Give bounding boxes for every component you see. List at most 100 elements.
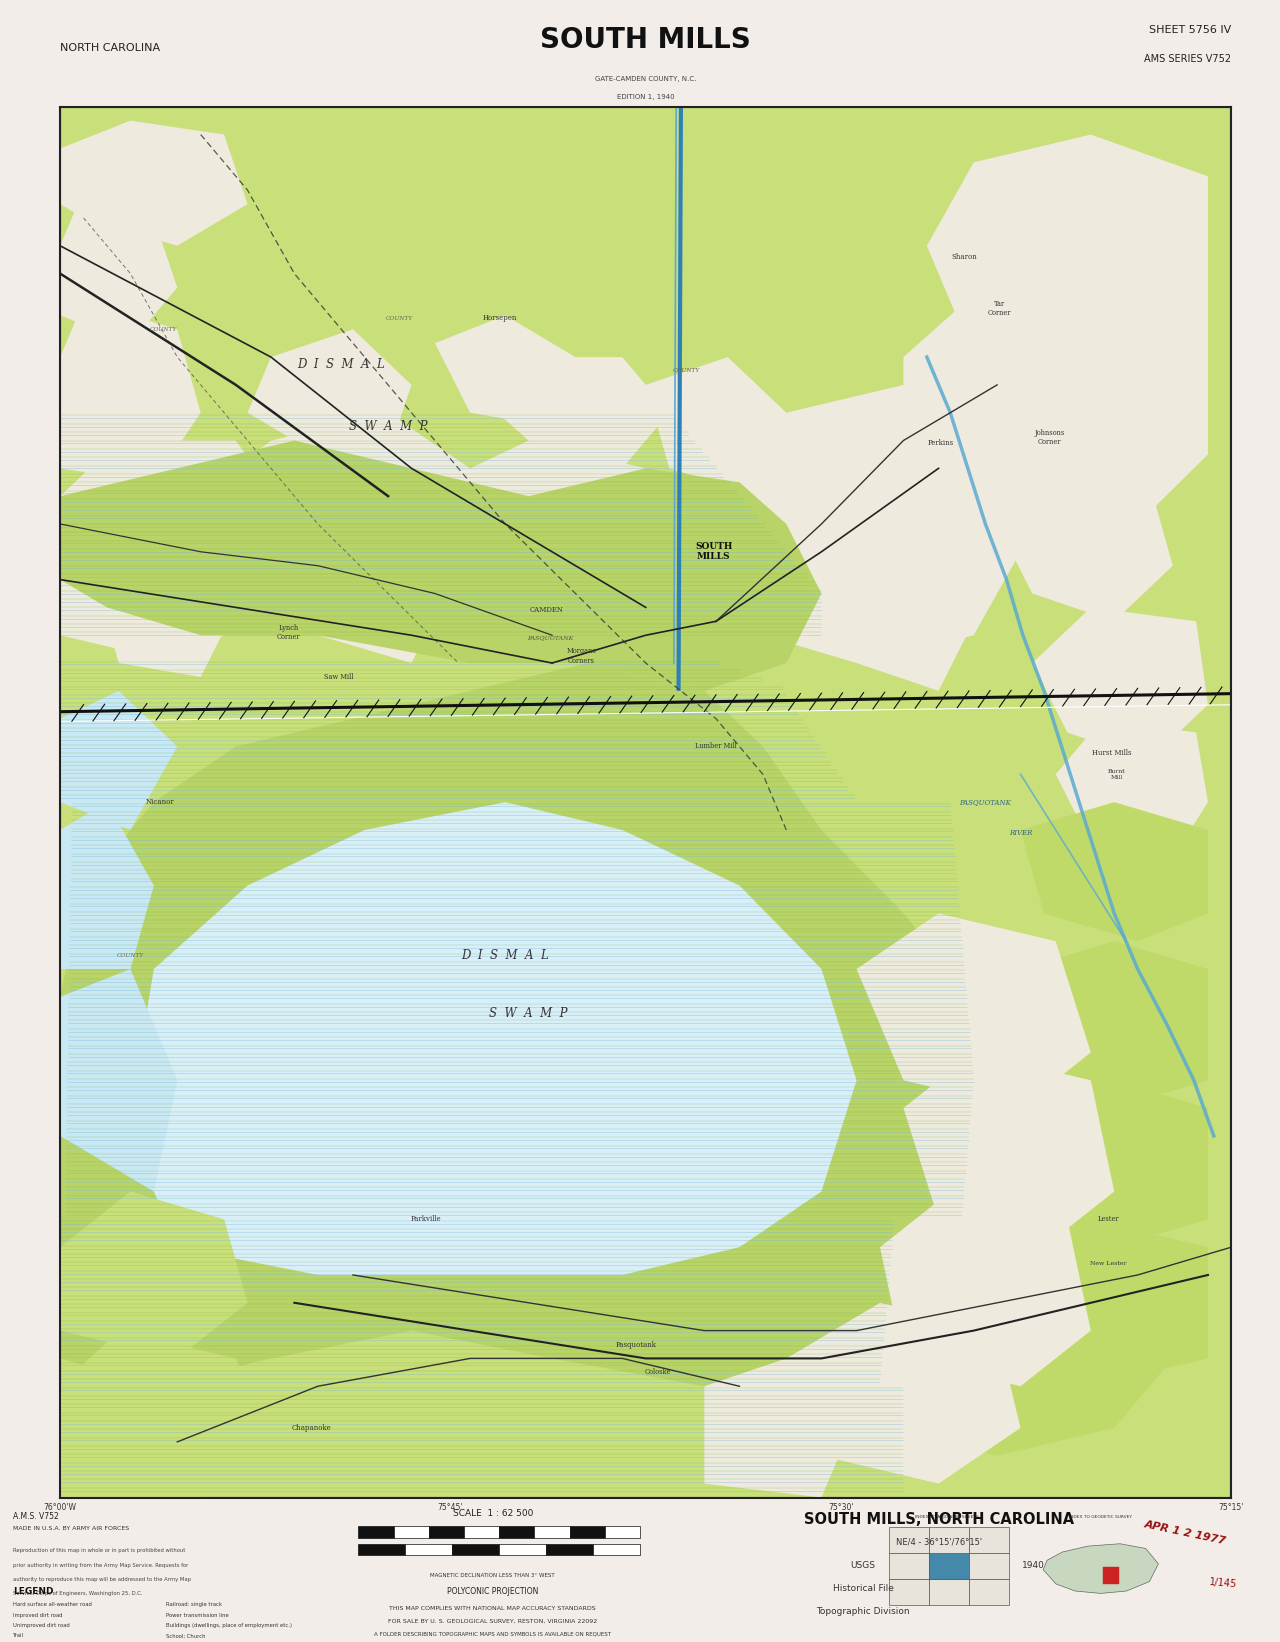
Bar [1103, 1568, 1119, 1585]
Bar [358, 1543, 406, 1555]
Text: NE/4 - 36°15'/76°15': NE/4 - 36°15'/76°15' [896, 1539, 982, 1547]
Polygon shape [740, 384, 1020, 663]
Polygon shape [879, 1192, 1091, 1386]
Text: SOUTH MILLS: SOUTH MILLS [540, 26, 751, 54]
Bar [547, 1543, 593, 1555]
Polygon shape [60, 440, 294, 663]
Text: authority to reproduce this map will be addressed to the Army Map: authority to reproduce this map will be … [13, 1576, 191, 1581]
Polygon shape [645, 356, 786, 496]
Polygon shape [904, 246, 1208, 552]
Polygon shape [60, 663, 997, 1386]
Bar [888, 1553, 929, 1580]
Text: Buildings (dwellings, place of employment etc.): Buildings (dwellings, place of employmen… [166, 1624, 292, 1629]
Bar [429, 1527, 465, 1539]
Bar [929, 1580, 969, 1606]
Text: prior authority in writing from the Army Map Service. Requests for: prior authority in writing from the Army… [13, 1563, 188, 1568]
Text: Sharon: Sharon [951, 253, 977, 261]
Polygon shape [60, 969, 177, 1192]
Text: SOUTH
MILLS: SOUTH MILLS [695, 542, 732, 562]
Text: GATE-CAMDEN COUNTY, N.C.: GATE-CAMDEN COUNTY, N.C. [595, 76, 696, 82]
Text: Service, Corps of Engineers, Washington 25, D.C.: Service, Corps of Engineers, Washington … [13, 1591, 142, 1596]
Polygon shape [60, 302, 201, 483]
Text: INDEX TO GEODETIC SURVEY: INDEX TO GEODETIC SURVEY [1069, 1516, 1133, 1519]
Text: COUNTY: COUNTY [116, 952, 145, 957]
Text: Horsepen: Horsepen [483, 314, 517, 322]
Text: INDEX TO ADJOINING SHEETS: INDEX TO ADJOINING SHEETS [915, 1516, 979, 1519]
Polygon shape [974, 1220, 1208, 1386]
Text: A FOLDER DESCRIBING TOPOGRAPHIC MAPS AND SYMBOLS IS AVAILABLE ON REQUEST: A FOLDER DESCRIBING TOPOGRAPHIC MAPS AND… [374, 1632, 612, 1637]
Text: Burnt
Mill: Burnt Mill [1107, 768, 1125, 780]
Polygon shape [435, 315, 576, 427]
Bar [593, 1543, 640, 1555]
Bar [929, 1553, 969, 1580]
Polygon shape [247, 330, 412, 455]
Text: Power transmission line: Power transmission line [166, 1612, 229, 1617]
Polygon shape [201, 412, 470, 593]
Bar [570, 1527, 605, 1539]
Bar [969, 1553, 1009, 1580]
Polygon shape [1032, 608, 1208, 760]
Bar [499, 1527, 535, 1539]
Text: SHEET 5756 IV: SHEET 5756 IV [1149, 25, 1231, 34]
Polygon shape [856, 913, 1091, 1108]
Polygon shape [822, 566, 974, 691]
Text: Tar
Corner: Tar Corner [988, 300, 1011, 317]
Polygon shape [904, 1053, 1114, 1248]
Bar [888, 1580, 929, 1606]
Text: Historical File: Historical File [833, 1585, 893, 1593]
Text: Topographic Division: Topographic Division [817, 1608, 910, 1616]
Text: MADE IN U.S.A. BY ARMY AIR FORCES: MADE IN U.S.A. BY ARMY AIR FORCES [13, 1527, 129, 1532]
Bar [888, 1527, 929, 1553]
Polygon shape [879, 1330, 1172, 1456]
Text: Trail: Trail [13, 1634, 24, 1639]
Text: RIVER: RIVER [1009, 829, 1032, 837]
Text: Morgans
Corners: Morgans Corners [567, 647, 596, 665]
Text: SOUTH MILLS, NORTH CAROLINA: SOUTH MILLS, NORTH CAROLINA [804, 1512, 1074, 1527]
Text: Pasquotank: Pasquotank [616, 1340, 657, 1348]
Text: Lumber Mill: Lumber Mill [695, 742, 737, 750]
Polygon shape [95, 552, 236, 677]
Polygon shape [1056, 719, 1208, 857]
Text: 75°15': 75°15' [1219, 1504, 1244, 1512]
Bar [406, 1543, 452, 1555]
Text: Hard surface all-weather road: Hard surface all-weather road [13, 1601, 92, 1606]
Text: Improved dirt road: Improved dirt road [13, 1612, 63, 1617]
Polygon shape [927, 135, 1208, 384]
Text: S  W  A  M  P: S W A M P [349, 420, 428, 433]
Polygon shape [60, 691, 177, 829]
Text: COUNTY: COUNTY [673, 368, 700, 373]
Polygon shape [997, 468, 1172, 621]
Text: New Lester: New Lester [1091, 1261, 1126, 1266]
Text: Lynch
Corner: Lynch Corner [276, 624, 301, 640]
Text: APR 1 2 1977: APR 1 2 1977 [1143, 1519, 1228, 1547]
Text: D  I  S  M  A  L: D I S M A L [297, 358, 385, 371]
Text: Reproduction of this map in whole or in part is prohibited without: Reproduction of this map in whole or in … [13, 1548, 186, 1553]
Text: Lester: Lester [1097, 1215, 1119, 1223]
Bar [969, 1527, 1009, 1553]
Text: 1/145: 1/145 [1208, 1576, 1238, 1589]
Text: PASQUOTANK: PASQUOTANK [960, 798, 1011, 806]
Text: S  W  A  M  P: S W A M P [489, 1007, 568, 1020]
Text: Johnsons
Corner: Johnsons Corner [1034, 429, 1065, 447]
Polygon shape [60, 440, 822, 691]
Text: 1940: 1940 [1023, 1562, 1046, 1570]
Text: Railroad: single track: Railroad: single track [166, 1601, 223, 1606]
Polygon shape [60, 1192, 247, 1358]
Polygon shape [786, 1302, 1020, 1484]
Bar [465, 1527, 499, 1539]
Text: A.M.S. V752: A.M.S. V752 [13, 1512, 59, 1520]
Polygon shape [1020, 803, 1208, 941]
Polygon shape [704, 1358, 856, 1498]
Text: Chapanoke: Chapanoke [292, 1424, 332, 1432]
Text: 75°30': 75°30' [828, 1504, 854, 1512]
Bar [358, 1527, 394, 1539]
Text: THIS MAP COMPLIES WITH NATIONAL MAP ACCURACY STANDARDS: THIS MAP COMPLIES WITH NATIONAL MAP ACCU… [389, 1606, 596, 1611]
Polygon shape [60, 1330, 271, 1498]
Polygon shape [60, 120, 247, 246]
Text: MAGNETIC DECLINATION LESS THAN 3° WEST: MAGNETIC DECLINATION LESS THAN 3° WEST [430, 1573, 556, 1578]
Bar [452, 1543, 499, 1555]
Polygon shape [1020, 1080, 1208, 1248]
Polygon shape [60, 190, 177, 343]
Text: 76°00'W: 76°00'W [44, 1504, 77, 1512]
Text: NORTH CAROLINA: NORTH CAROLINA [60, 43, 160, 53]
